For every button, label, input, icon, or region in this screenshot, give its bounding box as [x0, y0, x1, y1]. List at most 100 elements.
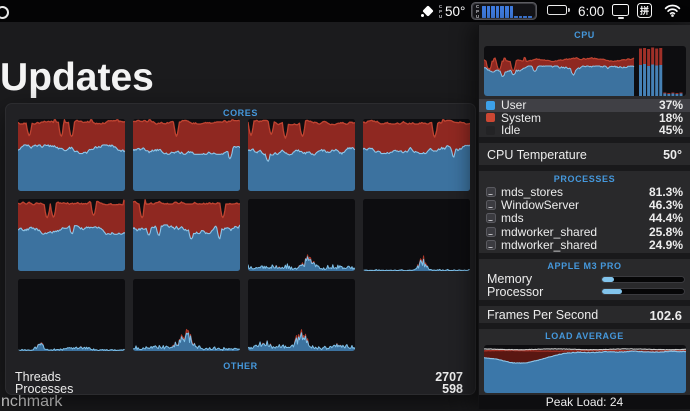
diamond-app-menu-icon[interactable]	[421, 4, 436, 18]
legend-label-system: System	[501, 110, 542, 125]
legend-row-system[interactable]: System 18%	[479, 110, 690, 125]
core-graph-5	[18, 199, 125, 271]
core-graph-3	[248, 119, 355, 191]
processor-gauge-label: Processor	[487, 284, 544, 299]
input-source-icon[interactable]: 拼	[637, 3, 652, 18]
wifi-glyph	[664, 4, 681, 17]
core-graph-1	[18, 119, 125, 191]
cores-section-title: CORES	[222, 108, 258, 118]
core-graph-canvas	[248, 199, 355, 271]
processes-label: Processes	[15, 382, 74, 396]
legend-value-user: 37%	[658, 98, 683, 113]
legend-row-idle[interactable]: Idle 45%	[479, 123, 690, 138]
idle-color-swatch	[486, 125, 495, 135]
core-graph-8	[363, 199, 470, 271]
legend-label-idle: Idle	[501, 123, 521, 138]
process-app-icon	[486, 240, 496, 251]
processes-section-title: PROCESSES	[553, 174, 616, 184]
battery-icon[interactable]	[547, 5, 570, 15]
wifi-icon[interactable]	[664, 4, 681, 17]
temperature-menu-item[interactable]: CPU 50°	[438, 2, 465, 20]
core-graph-canvas	[133, 279, 240, 351]
process-row-mds[interactable]: mds 44.4%	[479, 211, 690, 226]
cpu-widget-bar	[491, 6, 495, 18]
process-cpu-value: 25.8%	[648, 224, 683, 239]
memory-gauge-track	[601, 275, 685, 283]
process-app-icon	[486, 186, 496, 197]
cpu-widget-bar	[504, 5, 509, 18]
core-graph-11	[248, 279, 355, 351]
chip-gauges: Memory Processor	[479, 272, 690, 299]
core-graph-canvas	[18, 279, 125, 351]
threads-row: Threads 2707	[6, 370, 475, 384]
load-average-graph	[484, 345, 686, 393]
system-color-swatch	[486, 113, 495, 123]
cpu-widget-bar	[486, 5, 491, 18]
diamond-dot	[421, 14, 424, 17]
cpu-widget-label: CPU	[475, 3, 480, 19]
display-icon[interactable]	[612, 4, 629, 19]
menu-clock[interactable]: 6:00	[578, 3, 605, 19]
peak-load-text: Peak Load: 24	[545, 395, 624, 409]
process-row-mds-stores[interactable]: mds_stores 81.3%	[479, 184, 690, 199]
cpu-widget-bar	[509, 6, 514, 18]
legend-value-idle: 45%	[658, 123, 683, 138]
cpu-widget-bar	[527, 16, 532, 18]
process-row-mdworker-shared-2[interactable]: mdworker_shared 24.9%	[479, 238, 690, 253]
fps-row[interactable]: Frames Per Second 102.6	[479, 307, 690, 323]
istat-cpu-panel: CPU User 37% System 18% Idle 45% CPU Tem…	[478, 25, 690, 409]
process-cpu-value: 81.3%	[648, 184, 683, 199]
battery-nub	[568, 8, 570, 12]
core-graph-4	[363, 119, 470, 191]
cpu-temperature-label: CPU Temperature	[487, 148, 587, 162]
input-source-glyph: 拼	[639, 6, 649, 16]
chip-section-title: APPLE M3 PRO	[547, 261, 622, 271]
process-name: WindowServer	[501, 198, 580, 213]
process-name: mds	[501, 211, 524, 226]
process-name: mds_stores	[501, 184, 564, 199]
threads-value: 2707	[435, 370, 463, 384]
battery-body	[547, 5, 567, 15]
process-row-mdworker-shared-1[interactable]: mdworker_shared 25.8%	[479, 224, 690, 239]
section-divider	[479, 137, 690, 143]
core-graph-canvas	[363, 199, 470, 271]
user-color-swatch	[486, 100, 495, 110]
process-cpu-value: 24.9%	[648, 238, 683, 253]
process-app-icon	[486, 213, 496, 224]
cpu-graph-menu-widget[interactable]: CPU	[471, 2, 537, 20]
other-section-title: OTHER	[223, 361, 258, 371]
memory-gauge-row[interactable]: Memory	[479, 272, 690, 287]
cpu-widget-bars	[482, 5, 532, 18]
display-screen-shape	[612, 4, 629, 16]
process-list: mds_stores 81.3% WindowServer 46.3% mds …	[479, 185, 690, 252]
cpu-temperature-row[interactable]: CPU Temperature 50°	[479, 145, 690, 165]
diamond-icon	[422, 5, 434, 17]
processes-count-row: Processes 598	[6, 382, 475, 396]
processor-gauge-row[interactable]: Processor	[479, 284, 690, 299]
memory-gauge-fill	[602, 276, 615, 282]
memory-gauge-label: Memory	[487, 272, 533, 287]
core-graph-2	[133, 119, 240, 191]
cpu-widget-bar	[514, 16, 518, 18]
temperature-value: 50°	[445, 3, 466, 19]
cpu-legend: User 37% System 18% Idle 45%	[479, 98, 690, 138]
process-app-icon	[486, 226, 496, 237]
core-graph-canvas	[133, 199, 240, 271]
process-row-windowserver[interactable]: WindowServer 46.3%	[479, 198, 690, 213]
legend-value-system: 18%	[658, 110, 683, 125]
background-partial-text: nchmark	[1, 393, 63, 410]
legend-row-user[interactable]: User 37%	[479, 98, 690, 113]
section-divider	[479, 165, 690, 171]
cores-window: CORES OTHER Threads 2707 Processes 598	[5, 103, 476, 396]
partial-menu-glyph	[0, 6, 9, 19]
temp-sensor-label: CPU	[438, 3, 443, 19]
cpu-widget-bar	[518, 16, 523, 18]
cpu-section-title: CPU	[574, 30, 595, 40]
cpu-widget-bar	[523, 16, 527, 18]
process-name: mdworker_shared	[501, 224, 598, 239]
process-name: mdworker_shared	[501, 238, 598, 253]
section-divider	[479, 323, 690, 329]
core-graph-canvas	[248, 119, 355, 191]
section-divider	[479, 253, 690, 259]
peak-load-row: Peak Load: 24	[479, 395, 690, 409]
